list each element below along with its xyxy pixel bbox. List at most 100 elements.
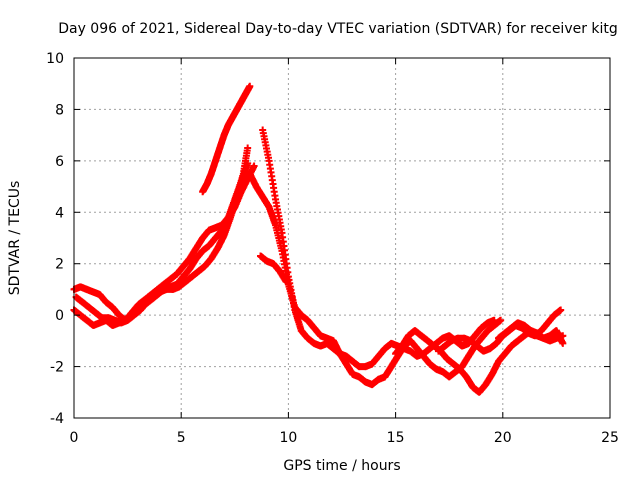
- data-point: [439, 334, 447, 342]
- data-point: [323, 339, 331, 347]
- data-point: [413, 352, 421, 360]
- data-point: [495, 334, 503, 342]
- data-point: [443, 355, 451, 363]
- data-point: [115, 311, 123, 319]
- data-point: [381, 345, 389, 353]
- data-point: [194, 267, 202, 275]
- data-point: [109, 303, 117, 311]
- data-point: [229, 113, 237, 121]
- data-point: [368, 381, 376, 389]
- data-point: [91, 309, 99, 317]
- chart-title: Day 096 of 2021, Sidereal Day-to-day VTE…: [58, 21, 618, 37]
- data-point: [203, 180, 211, 188]
- y-tick-label: 0: [55, 308, 64, 324]
- data-point: [501, 350, 509, 358]
- data-point: [488, 370, 496, 378]
- data-point: [441, 342, 449, 350]
- data-point: [272, 221, 280, 229]
- data-point: [546, 332, 554, 340]
- data-point: [220, 131, 228, 139]
- x-tick-label: 10: [279, 430, 297, 446]
- data-point: [156, 288, 164, 296]
- data-point: [310, 339, 318, 347]
- data-point: [419, 350, 427, 358]
- data-point: [76, 283, 84, 291]
- data-point: [199, 188, 207, 196]
- x-axis-label: GPS time / hours: [283, 458, 400, 474]
- x-tick-label: 25: [601, 430, 619, 446]
- data-point: [224, 121, 232, 129]
- data-point: [432, 365, 440, 373]
- data-point: [124, 316, 132, 324]
- data-point: [404, 332, 412, 340]
- data-point: [136, 306, 144, 314]
- data-point: [278, 229, 286, 237]
- data-point: [362, 363, 370, 371]
- data-point: [117, 319, 125, 327]
- y-tick-label: 6: [55, 154, 64, 170]
- data-point: [89, 321, 97, 329]
- data-point: [242, 90, 250, 98]
- data-point: [458, 342, 466, 350]
- series-arc-5: [246, 170, 505, 389]
- data-point: [477, 334, 485, 342]
- grid-lines: [74, 58, 610, 418]
- data-point: [96, 319, 104, 327]
- data-point: [447, 337, 455, 345]
- data-point: [520, 321, 528, 329]
- data-point: [445, 332, 453, 340]
- data-point: [550, 311, 558, 319]
- data-point: [317, 342, 325, 350]
- data-point: [304, 334, 312, 342]
- data-point: [259, 193, 267, 201]
- data-point: [297, 327, 305, 335]
- data-point: [265, 203, 273, 211]
- data-point: [426, 360, 434, 368]
- data-point: [83, 285, 91, 293]
- data-point: [424, 337, 432, 345]
- data-point: [533, 332, 541, 340]
- data-point: [111, 316, 119, 324]
- y-axis-label: SDTVAR / TECUs: [7, 181, 23, 296]
- data-point: [557, 306, 565, 314]
- data-point: [507, 324, 515, 332]
- data-point: [207, 255, 215, 263]
- data-point: [173, 270, 181, 278]
- data-point: [130, 311, 138, 319]
- data-point: [407, 347, 415, 355]
- data-point: [527, 327, 535, 335]
- data-point: [179, 262, 187, 270]
- data-point: [544, 319, 552, 327]
- data-point: [263, 257, 271, 265]
- data-point: [349, 370, 357, 378]
- data-point: [501, 329, 509, 337]
- series-arc-10: [495, 319, 567, 347]
- series-arc-4: [199, 82, 254, 196]
- data-point: [471, 332, 479, 340]
- data-point: [392, 350, 400, 358]
- data-point: [387, 363, 395, 371]
- data-point: [239, 170, 247, 178]
- data-point: [439, 368, 447, 376]
- data-point: [291, 306, 299, 314]
- data-point: [430, 342, 438, 350]
- data-point: [212, 157, 220, 165]
- data-point: [540, 334, 548, 342]
- data-point: [169, 285, 177, 293]
- data-point: [475, 388, 483, 396]
- data-point: [482, 381, 490, 389]
- data-point: [469, 383, 477, 391]
- data-point: [387, 339, 395, 347]
- data-point: [250, 162, 258, 170]
- data-point: [349, 357, 357, 365]
- data-point: [227, 213, 235, 221]
- data-point: [186, 255, 194, 263]
- data-point: [454, 334, 462, 342]
- data-point: [149, 293, 157, 301]
- data-point: [329, 337, 337, 345]
- data-point: [237, 98, 245, 106]
- data-point: [480, 347, 488, 355]
- data-point: [398, 342, 406, 350]
- x-tick-label: 15: [387, 430, 405, 446]
